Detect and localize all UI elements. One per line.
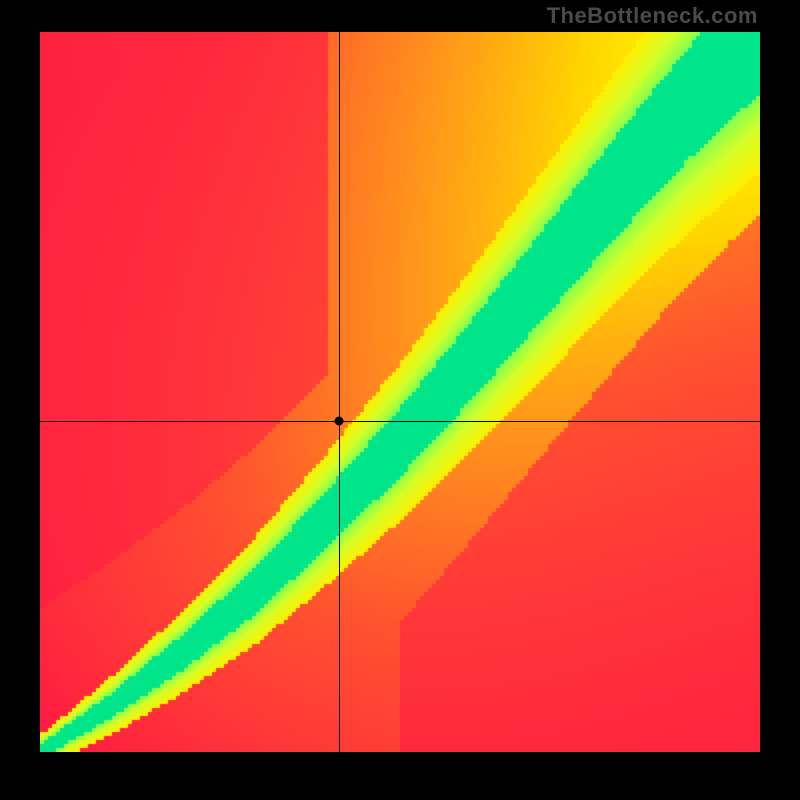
heatmap-canvas	[40, 32, 760, 752]
heatmap-plot	[40, 32, 760, 752]
crosshair-vertical	[339, 32, 340, 752]
crosshair-horizontal	[40, 421, 760, 422]
crosshair-marker	[334, 416, 343, 425]
watermark-text: TheBottleneck.com	[547, 3, 758, 29]
